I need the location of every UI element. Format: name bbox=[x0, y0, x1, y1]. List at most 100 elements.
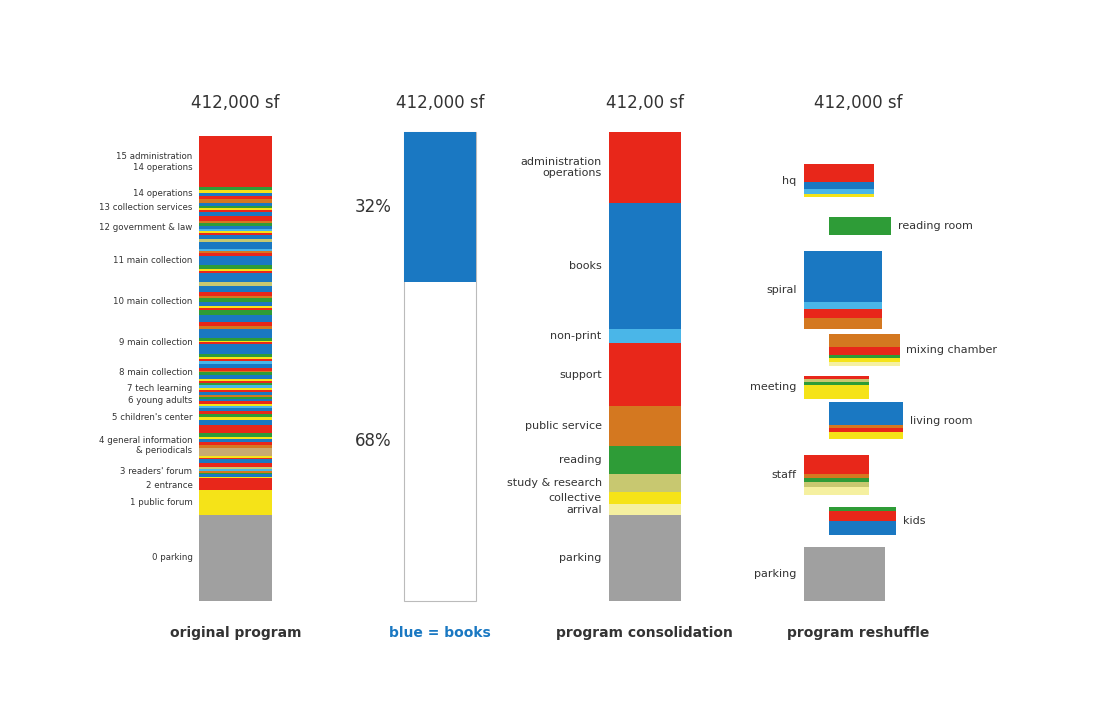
Bar bbox=[608, 132, 681, 204]
Bar bbox=[199, 235, 272, 239]
Text: 10 main collection: 10 main collection bbox=[113, 297, 192, 307]
Bar bbox=[404, 132, 476, 600]
Bar bbox=[829, 402, 903, 425]
Text: parking: parking bbox=[755, 568, 796, 579]
Bar bbox=[199, 481, 272, 490]
Bar bbox=[199, 223, 272, 225]
Bar bbox=[829, 334, 900, 347]
Bar bbox=[199, 326, 272, 329]
Bar bbox=[199, 460, 272, 463]
Text: study & research: study & research bbox=[507, 478, 602, 489]
Bar bbox=[199, 354, 272, 357]
Bar bbox=[199, 408, 272, 410]
Bar bbox=[199, 271, 272, 273]
Text: original program: original program bbox=[169, 626, 301, 639]
Bar bbox=[199, 199, 272, 203]
Bar bbox=[199, 373, 272, 375]
Bar bbox=[199, 206, 272, 209]
Text: 412,000 sf: 412,000 sf bbox=[396, 94, 484, 112]
Bar bbox=[199, 307, 272, 308]
Text: 2 entrance: 2 entrance bbox=[145, 481, 192, 490]
Bar bbox=[199, 299, 272, 302]
Text: arrival: arrival bbox=[566, 505, 602, 515]
Bar bbox=[199, 368, 272, 370]
Bar bbox=[199, 370, 272, 373]
Text: 12 government & law: 12 government & law bbox=[99, 223, 192, 232]
Text: 1 public forum: 1 public forum bbox=[130, 498, 192, 508]
Bar bbox=[199, 390, 272, 392]
Bar bbox=[199, 310, 272, 315]
Bar bbox=[829, 510, 896, 521]
Bar bbox=[199, 282, 272, 286]
Bar bbox=[199, 428, 272, 433]
Bar bbox=[199, 437, 272, 439]
Bar bbox=[404, 132, 476, 282]
Bar bbox=[199, 379, 272, 381]
Bar bbox=[199, 302, 272, 307]
Bar bbox=[608, 204, 681, 328]
Text: 0 parking: 0 parking bbox=[152, 553, 192, 563]
Bar bbox=[199, 242, 272, 249]
Bar bbox=[199, 433, 272, 437]
Bar bbox=[199, 397, 272, 399]
Text: parking: parking bbox=[559, 553, 602, 563]
Bar bbox=[199, 231, 272, 233]
Bar bbox=[199, 210, 272, 212]
Text: 412,00 sf: 412,00 sf bbox=[606, 94, 684, 112]
Bar bbox=[199, 203, 272, 206]
Bar bbox=[199, 357, 272, 359]
Bar bbox=[199, 344, 272, 354]
Bar bbox=[199, 469, 272, 471]
Text: reading: reading bbox=[559, 455, 602, 465]
Text: 15 administration
14 operations: 15 administration 14 operations bbox=[117, 152, 192, 172]
Bar bbox=[199, 448, 272, 456]
Bar bbox=[199, 439, 272, 442]
Text: administration
operations: administration operations bbox=[520, 157, 602, 178]
Text: living room: living room bbox=[910, 415, 972, 426]
Bar bbox=[608, 515, 681, 600]
Bar bbox=[199, 190, 272, 193]
Bar bbox=[199, 426, 272, 428]
Bar bbox=[803, 251, 882, 302]
Bar bbox=[199, 339, 272, 341]
Bar bbox=[803, 486, 869, 495]
Bar bbox=[199, 388, 272, 390]
Bar bbox=[199, 286, 272, 291]
Bar bbox=[608, 504, 681, 515]
Text: program consolidation: program consolidation bbox=[557, 626, 734, 639]
Bar bbox=[199, 233, 272, 235]
Bar bbox=[608, 492, 681, 504]
Text: kids: kids bbox=[903, 516, 925, 526]
Bar bbox=[199, 329, 272, 339]
Bar bbox=[199, 188, 272, 190]
Text: 9 main collection: 9 main collection bbox=[119, 338, 192, 347]
Bar bbox=[199, 381, 272, 384]
Bar bbox=[803, 182, 874, 189]
Bar bbox=[199, 251, 272, 254]
Text: collective: collective bbox=[549, 493, 602, 503]
Text: spiral: spiral bbox=[767, 285, 796, 294]
Bar bbox=[199, 394, 272, 397]
Bar bbox=[199, 193, 272, 196]
Bar bbox=[199, 225, 272, 229]
Bar bbox=[199, 196, 272, 199]
Bar bbox=[829, 217, 891, 235]
Bar bbox=[803, 455, 869, 473]
Bar bbox=[199, 414, 272, 417]
Bar bbox=[199, 457, 272, 460]
Bar bbox=[199, 471, 272, 473]
Bar bbox=[199, 270, 272, 271]
Bar bbox=[199, 417, 272, 420]
Bar bbox=[803, 376, 869, 379]
Text: public service: public service bbox=[525, 421, 602, 431]
Bar bbox=[199, 212, 272, 216]
Bar bbox=[199, 322, 272, 326]
Bar bbox=[199, 384, 272, 386]
Bar bbox=[829, 357, 900, 362]
Bar bbox=[199, 444, 272, 448]
Text: 412,000 sf: 412,000 sf bbox=[814, 94, 902, 112]
Bar bbox=[199, 490, 272, 515]
Bar bbox=[199, 404, 272, 406]
Bar bbox=[199, 392, 272, 394]
Text: 7 tech learning: 7 tech learning bbox=[128, 384, 192, 394]
